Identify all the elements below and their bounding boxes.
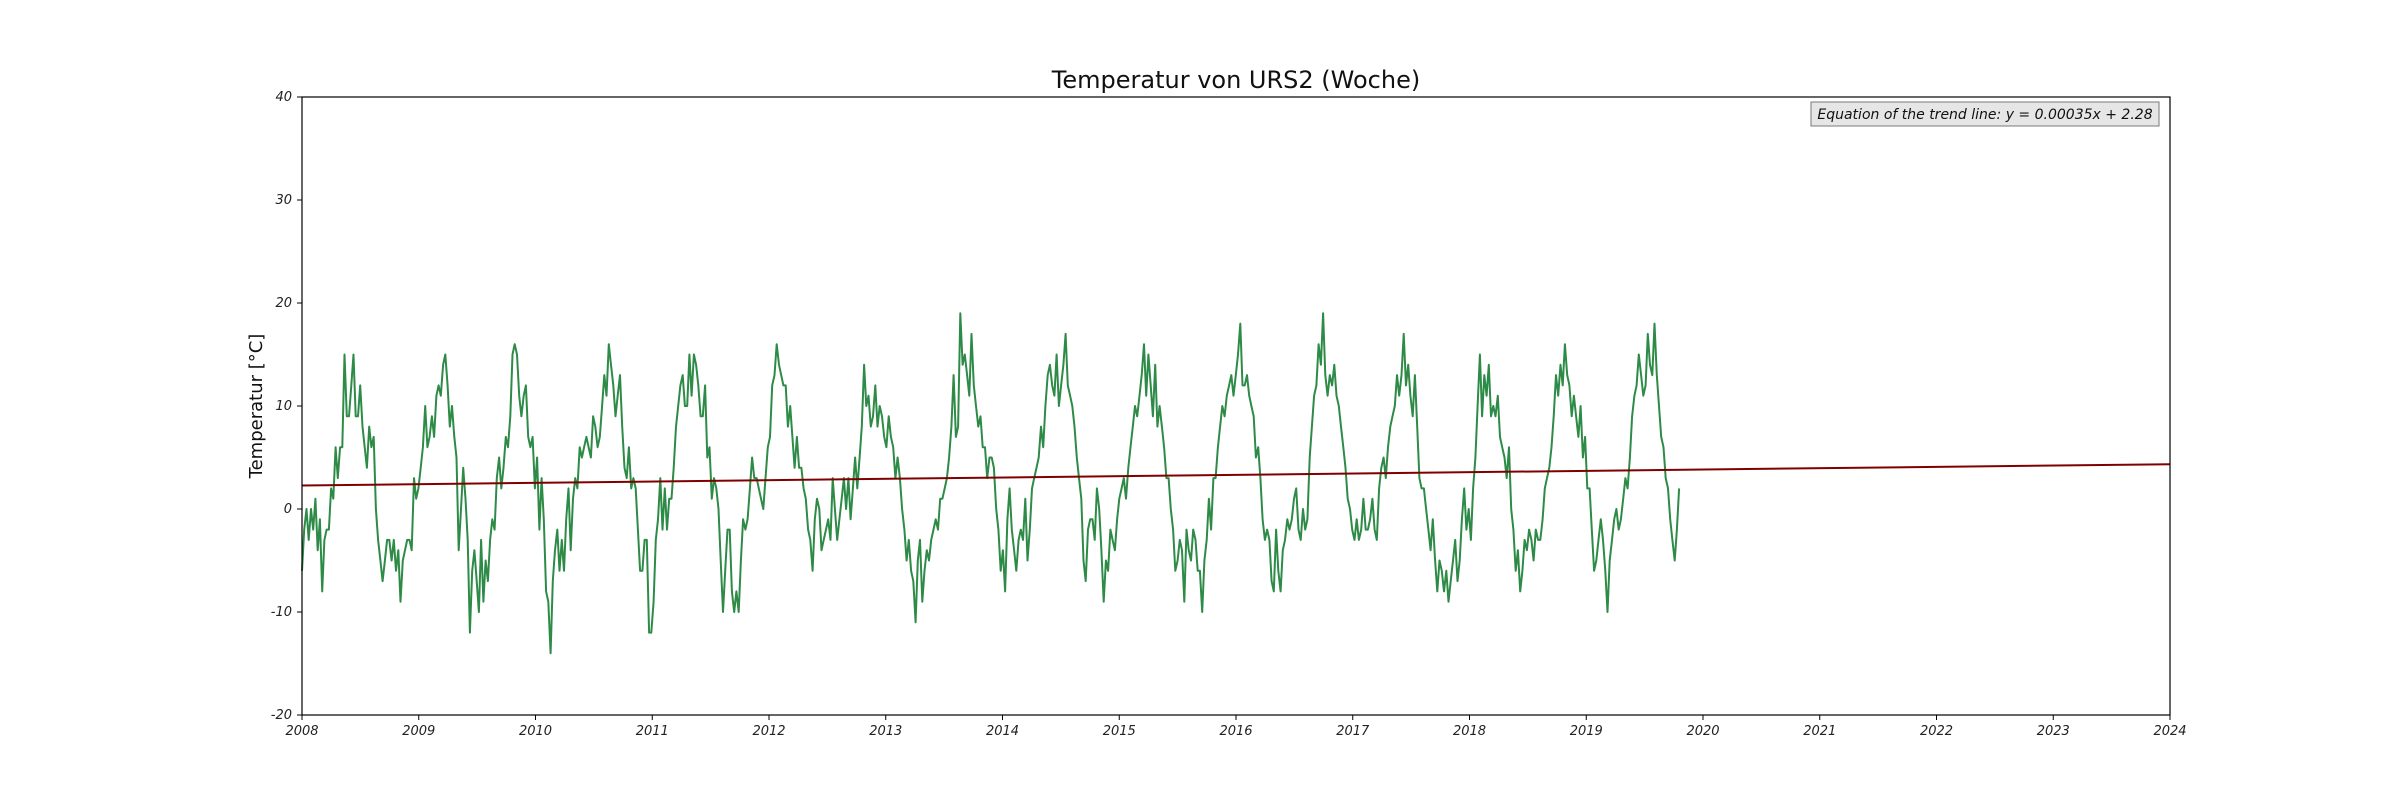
trend-equation-text: Equation of the trend line: y = 0.00035x… (1817, 107, 2152, 123)
trend-line (301, 463, 2171, 487)
chart-title: Temperatur von URS2 (Woche) (1051, 66, 1420, 94)
x-tick-label: 2022 (1920, 724, 1953, 739)
y-axis-label: Temperatur [°C] (246, 334, 267, 480)
x-tick-label: 2016 (1219, 724, 1252, 739)
y-tick-label: 40 (275, 90, 292, 105)
x-tick-label: 2010 (519, 724, 552, 739)
x-tick-label: 2011 (636, 724, 669, 739)
x-tick-label: 2021 (1803, 724, 1836, 739)
y-axis-ticks: -20 -10 0 10 20 30 40 (271, 90, 302, 723)
y-tick-label: -10 (271, 605, 292, 620)
y-tick-label: -20 (271, 708, 292, 723)
temperature-series-line (301, 312, 1681, 655)
x-tick-label: 2014 (986, 724, 1019, 739)
y-tick-label: 10 (275, 399, 292, 414)
plot-area (301, 312, 2171, 655)
y-tick-label: 0 (284, 502, 292, 517)
x-axis-ticks: 2008 2009 2010 2011 2012 2013 2014 2015 2016 2017… (285, 715, 2187, 739)
x-tick-label: 2013 (869, 724, 902, 739)
x-tick-label: 2015 (1103, 724, 1136, 739)
x-tick-label: 2012 (752, 724, 785, 739)
x-tick-label: 2023 (2037, 724, 2070, 739)
y-tick-label: 30 (275, 193, 292, 208)
x-tick-label: 2024 (2153, 724, 2186, 739)
trend-equation-box: Equation of the trend line: y = 0.00035x… (1810, 101, 2160, 127)
x-tick-label: 2018 (1453, 724, 1486, 739)
x-tick-label: 2019 (1570, 724, 1603, 739)
x-tick-label: 2020 (1686, 724, 1719, 739)
x-tick-label: 2017 (1336, 724, 1370, 739)
trend-equation-background (1810, 101, 2160, 127)
plot-frame (301, 96, 2171, 716)
x-tick-label: 2009 (402, 724, 435, 739)
y-tick-label: 20 (275, 296, 292, 311)
x-tick-label: 2008 (285, 724, 318, 739)
